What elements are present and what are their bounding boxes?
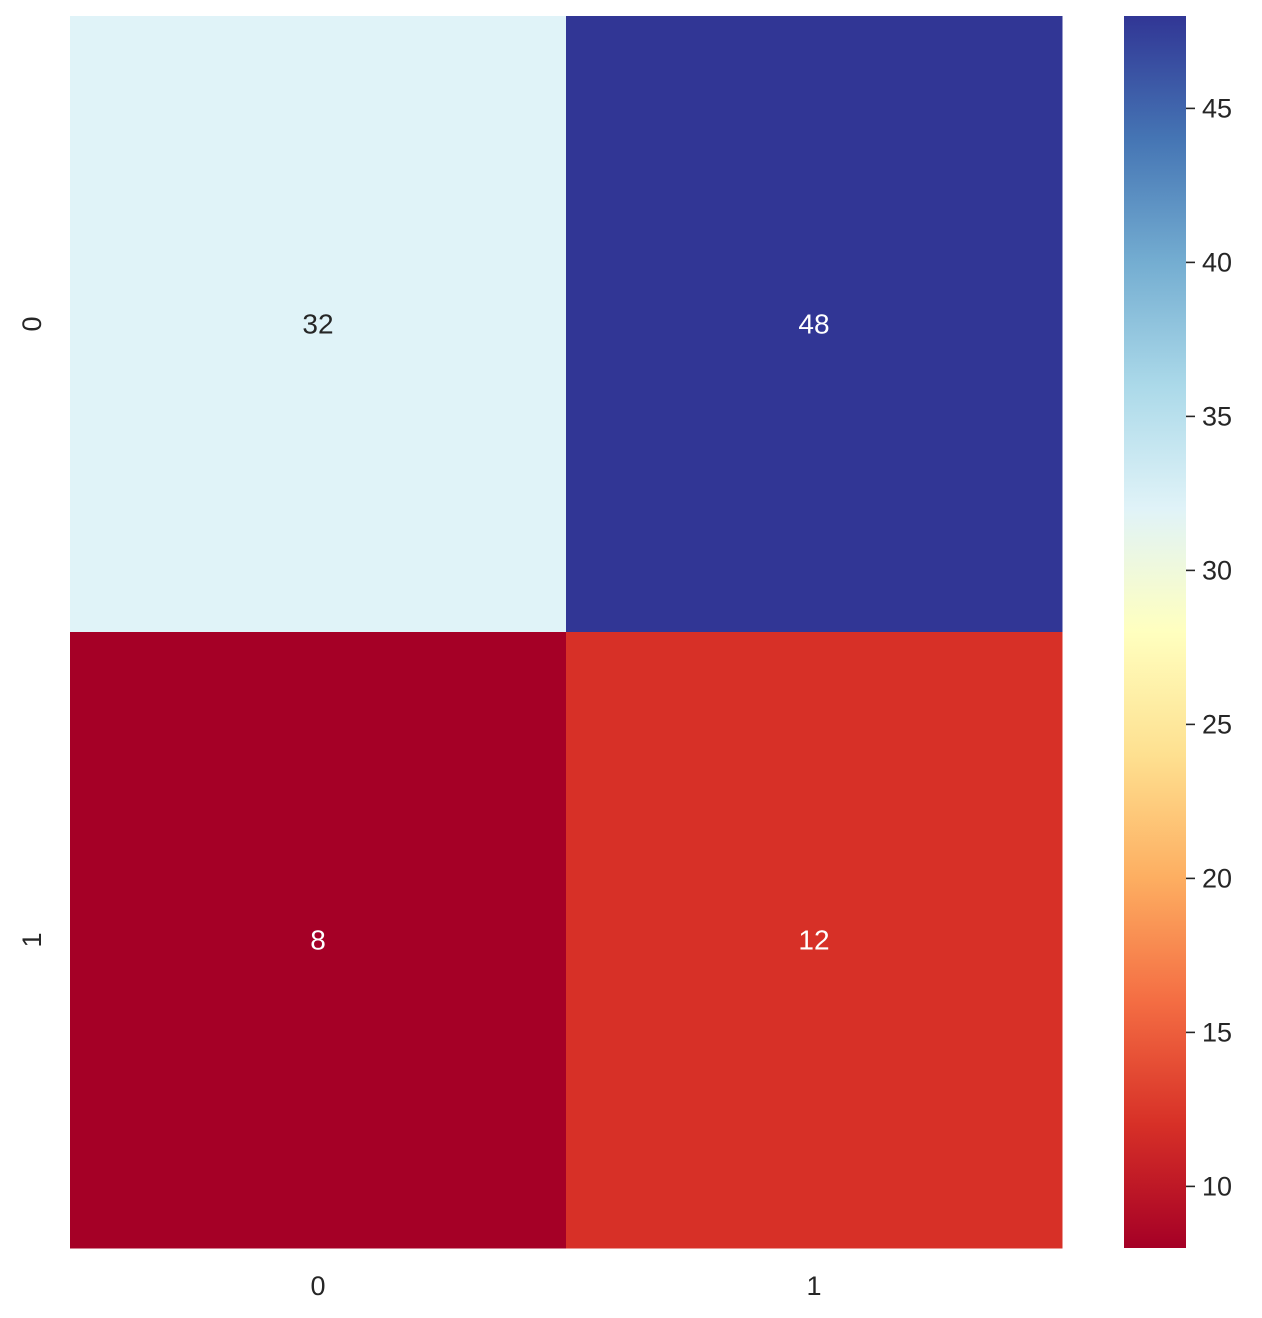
colorbar-tick-label: 45 <box>1202 93 1232 123</box>
y-tick-label: 1 <box>17 932 47 947</box>
colorbar-tick-label: 15 <box>1202 1017 1232 1047</box>
heatmap-cell-1-0 <box>70 632 567 1249</box>
cell-annotation-1-1: 12 <box>798 925 829 956</box>
cell-annotation-0-0: 32 <box>302 309 333 340</box>
heatmap-annotations: 32 48 8 12 <box>302 309 829 956</box>
colorbar-tick-label: 20 <box>1202 863 1232 893</box>
x-tick-label: 0 <box>310 1271 325 1301</box>
colorbar-tick-label: 30 <box>1202 555 1232 585</box>
y-tick-label: 0 <box>17 316 47 331</box>
colorbar-gradient <box>1124 16 1186 1248</box>
colorbar-tick-label: 10 <box>1202 1171 1232 1201</box>
colorbar-tick-label: 35 <box>1202 401 1232 431</box>
cell-annotation-0-1: 48 <box>798 309 829 340</box>
colorbar <box>1124 16 1186 1248</box>
heatmap-cell-0-0 <box>70 16 567 633</box>
heatmap-cells <box>70 16 1063 1249</box>
cell-annotation-1-0: 8 <box>310 925 326 956</box>
colorbar-ticks: 10 15 20 25 30 35 40 45 <box>1186 93 1232 1201</box>
colorbar-tick-label: 25 <box>1202 709 1232 739</box>
heatmap-cell-1-1 <box>566 632 1063 1249</box>
colorbar-tick-label: 40 <box>1202 247 1232 277</box>
x-tick-label: 1 <box>806 1271 821 1301</box>
heatmap-cell-0-1 <box>566 16 1063 633</box>
y-axis: 01 <box>17 316 47 947</box>
